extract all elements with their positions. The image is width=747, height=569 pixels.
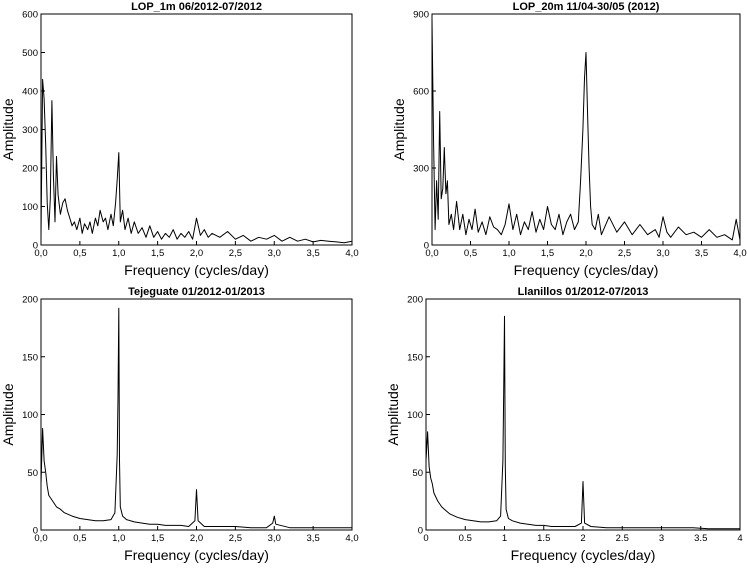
y-tick-label: 0 bbox=[418, 526, 423, 537]
chart-title: LOP_20m 11/04-30/05 (2012) bbox=[513, 1, 660, 13]
x-tick-label: 2.5 bbox=[616, 533, 629, 544]
x-tick-label: 3,0 bbox=[656, 248, 669, 259]
x-tick-label: 2,5 bbox=[229, 533, 242, 544]
x-tick-label: 2,0 bbox=[579, 248, 592, 259]
y-tick-label: 50 bbox=[412, 468, 423, 479]
chart-panel-1: LOP_1m 06/2012-07/2012 0,0 0,5 1,0 1,5 2,0 2,5… bbox=[0, 1, 359, 278]
y-tick-label: 150 bbox=[22, 352, 38, 363]
x-tick-label: 0.5 bbox=[459, 533, 472, 544]
x-tick-label: 4 bbox=[737, 533, 742, 544]
y-tick-label: 600 bbox=[413, 87, 429, 98]
y-tick-label: 200 bbox=[22, 164, 38, 175]
x-tick-label: 0,5 bbox=[73, 533, 86, 544]
y-tick-label: 0 bbox=[424, 241, 429, 252]
y-tick-label: 300 bbox=[22, 125, 38, 136]
x-tick-label: 3,5 bbox=[695, 248, 708, 259]
x-tick-label: 1,0 bbox=[112, 533, 125, 544]
x-tick-label: 2,0 bbox=[190, 533, 203, 544]
chart-title: Llanillos 01/2012-07/2013 bbox=[518, 286, 649, 298]
x-tick-label: 0 bbox=[423, 533, 428, 544]
x-tick-label: 4,0 bbox=[733, 248, 746, 259]
series-line-1 bbox=[431, 19, 741, 241]
series-line-1 bbox=[425, 315, 740, 530]
x-tick-label: 3,0 bbox=[268, 533, 281, 544]
y-tick-label: 200 bbox=[407, 295, 423, 306]
y-tick-label: 150 bbox=[407, 352, 423, 363]
x-tick-label: 4,0 bbox=[345, 533, 358, 544]
x-tick-label: 0,0 bbox=[34, 533, 47, 544]
x-axis-label: Frequency (cycles/day) bbox=[514, 262, 659, 278]
x-tick-label: 1 bbox=[502, 533, 507, 544]
y-tick-label: 400 bbox=[22, 87, 38, 98]
y-tick-label: 600 bbox=[22, 10, 38, 21]
plot-frame bbox=[40, 13, 353, 246]
x-tick-label: 0,5 bbox=[73, 248, 86, 259]
y-axis-label: Amplitude bbox=[385, 383, 401, 445]
chart-title: LOP_1m 06/2012-07/2012 bbox=[131, 1, 262, 13]
plot-frame bbox=[425, 298, 741, 531]
y-axis-label: Amplitude bbox=[391, 98, 407, 160]
x-tick-label: 3 bbox=[659, 533, 664, 544]
chart-panel-4: Llanillos 01/2012-07/2013 0 0.5 1 1.5 2 2.5 3 3.… bbox=[385, 286, 743, 563]
y-tick-label: 300 bbox=[413, 164, 429, 175]
x-tick-label: 2,5 bbox=[618, 248, 631, 259]
y-tick-label: 0 bbox=[33, 241, 38, 252]
y-tick-label: 500 bbox=[22, 48, 38, 59]
y-tick-label: 900 bbox=[413, 10, 429, 21]
chart-panel-2: LOP_20m 11/04-30/05 (2012) 0,0 0,5 1,0 1,5 2,… bbox=[391, 1, 747, 278]
x-axis-label: Frequency (cycles/day) bbox=[511, 547, 656, 563]
y-axis-label: Amplitude bbox=[0, 383, 16, 445]
x-tick-label: 1.5 bbox=[537, 533, 550, 544]
x-tick-label: 3.5 bbox=[694, 533, 707, 544]
y-tick-label: 100 bbox=[22, 410, 38, 421]
x-tick-label: 0,0 bbox=[425, 248, 438, 259]
x-tick-label: 1,5 bbox=[151, 533, 164, 544]
y-tick-label: 50 bbox=[27, 468, 38, 479]
x-tick-label: 2,0 bbox=[190, 248, 203, 259]
x-tick-label: 1,5 bbox=[541, 248, 554, 259]
chart-panel-3: Tejeguate 01/2012-01/2013 0,0 0,5 1,0 1,5 2,0… bbox=[0, 286, 359, 563]
x-tick-label: 2,5 bbox=[229, 248, 242, 259]
y-tick-label: 100 bbox=[22, 202, 38, 213]
y-tick-label: 0 bbox=[33, 526, 38, 537]
x-tick-label: 0,5 bbox=[464, 248, 477, 259]
y-axis-label: Amplitude bbox=[0, 98, 16, 160]
y-tick-label: 100 bbox=[407, 410, 423, 421]
chart-title: Tejeguate 01/2012-01/2013 bbox=[128, 286, 265, 298]
x-tick-label: 3,0 bbox=[268, 248, 281, 259]
x-tick-label: 3,5 bbox=[307, 248, 320, 259]
x-tick-label: 3,5 bbox=[307, 533, 320, 544]
y-tick-label: 200 bbox=[22, 295, 38, 306]
series-line-1 bbox=[40, 78, 353, 244]
x-axis-label: Frequency (cycles/day) bbox=[124, 262, 269, 278]
x-tick-label: 2 bbox=[580, 533, 585, 544]
x-tick-label: 4,0 bbox=[345, 248, 358, 259]
plot-frame bbox=[431, 13, 741, 246]
series-line-1 bbox=[40, 307, 352, 529]
x-axis-label: Frequency (cycles/day) bbox=[124, 547, 269, 563]
x-tick-label: 0,0 bbox=[34, 248, 47, 259]
x-tick-label: 1,5 bbox=[151, 248, 164, 259]
x-tick-label: 1,0 bbox=[112, 248, 125, 259]
x-tick-label: 1,0 bbox=[502, 248, 515, 259]
